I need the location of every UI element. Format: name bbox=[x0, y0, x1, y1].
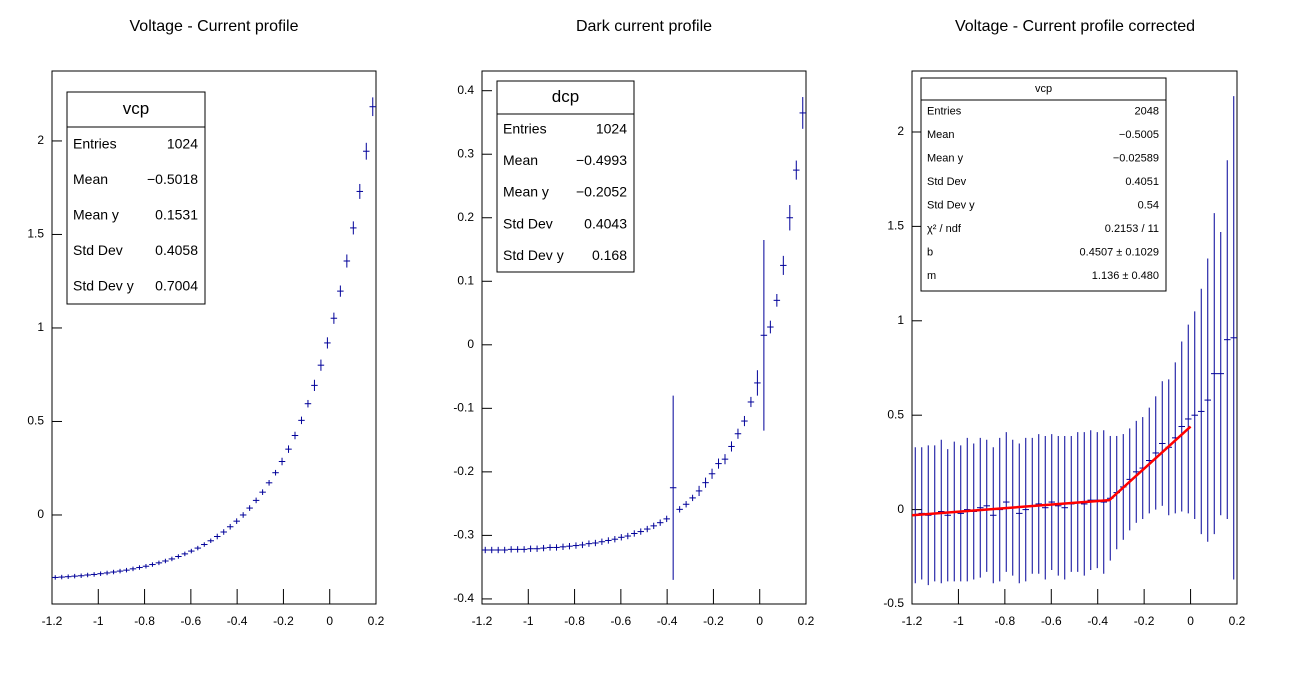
stats-value: −0.4993 bbox=[576, 152, 627, 168]
stats-label: Mean y bbox=[73, 206, 119, 222]
y-tick-label: 0 bbox=[467, 337, 474, 351]
x-tick-label: -1 bbox=[953, 614, 964, 628]
stats-label: Entries bbox=[73, 135, 117, 151]
stats-label: Std Dev bbox=[503, 215, 553, 231]
stats-value: −0.02589 bbox=[1113, 153, 1159, 165]
stats-value: 1024 bbox=[167, 135, 198, 151]
y-tick-label: 1 bbox=[897, 313, 904, 327]
stats-label: Std Dev y bbox=[73, 277, 134, 293]
stats-label: Std Dev y bbox=[927, 200, 975, 212]
stats-label: b bbox=[927, 247, 933, 259]
y-tick-label: 0.5 bbox=[887, 407, 904, 421]
x-tick-label: -0.6 bbox=[611, 614, 632, 628]
x-tick-label: -0.4 bbox=[657, 614, 678, 628]
stats-value: 2048 bbox=[1135, 106, 1159, 118]
x-tick-label: 0 bbox=[326, 614, 333, 628]
plot-area bbox=[482, 97, 806, 580]
chart-title: Voltage - Current profile bbox=[130, 18, 299, 35]
stats-label: m bbox=[927, 270, 936, 282]
y-tick-label: 1.5 bbox=[887, 219, 904, 233]
stats-value: 0.4058 bbox=[155, 242, 198, 258]
stats-title: vcp bbox=[123, 99, 149, 118]
fit-line bbox=[912, 425, 1192, 517]
x-tick-label: -0.8 bbox=[564, 614, 585, 628]
stats-title: dcp bbox=[552, 87, 579, 106]
stats-label: Std Dev bbox=[927, 176, 967, 188]
stats-label: Mean bbox=[927, 129, 955, 141]
y-tick-label: 0.3 bbox=[457, 146, 474, 160]
stats-value: −0.5018 bbox=[147, 171, 198, 187]
chart-title: Dark current profile bbox=[576, 18, 712, 35]
stats-value: 0.54 bbox=[1138, 200, 1159, 212]
stats-label: Entries bbox=[927, 106, 962, 118]
plot-area bbox=[912, 96, 1237, 586]
y-tick-label: 2 bbox=[37, 133, 44, 147]
stats-title: vcp bbox=[1035, 83, 1052, 95]
stats-value: 0.2153 / 11 bbox=[1105, 223, 1159, 235]
stats-label: Mean bbox=[73, 171, 108, 187]
x-tick-label: -1 bbox=[93, 614, 104, 628]
stats-box bbox=[496, 80, 635, 273]
stats-value: 0.4507 ± 0.1029 bbox=[1080, 247, 1159, 259]
x-tick-label: -0.4 bbox=[1087, 614, 1108, 628]
x-tick-label: -0.8 bbox=[134, 614, 155, 628]
y-tick-label: 0.2 bbox=[457, 210, 474, 224]
y-tick-label: -0.4 bbox=[453, 591, 474, 605]
plot-area bbox=[52, 97, 376, 580]
x-tick-label: -0.4 bbox=[227, 614, 248, 628]
x-tick-label: -0.2 bbox=[273, 614, 294, 628]
y-tick-label: 2 bbox=[897, 124, 904, 138]
y-tick-label: -0.2 bbox=[453, 464, 474, 478]
x-tick-label: -1.2 bbox=[42, 614, 63, 628]
stats-label: Std Dev y bbox=[503, 247, 564, 263]
x-tick-label: 0.2 bbox=[798, 614, 815, 628]
x-tick-label: 0.2 bbox=[1229, 614, 1246, 628]
stats-value: −0.5005 bbox=[1119, 129, 1159, 141]
x-tick-label: 0.2 bbox=[368, 614, 385, 628]
stats-value: 1.136 ± 0.480 bbox=[1092, 270, 1159, 282]
stats-value: 1024 bbox=[596, 121, 627, 137]
stats-box bbox=[920, 77, 1167, 292]
y-tick-label: 0.4 bbox=[457, 83, 474, 97]
stats-label: Entries bbox=[503, 121, 547, 137]
stats-value: −0.2052 bbox=[576, 184, 627, 200]
y-tick-label: -0.3 bbox=[453, 528, 474, 542]
x-tick-label: -1.2 bbox=[902, 614, 923, 628]
y-tick-label: 0.5 bbox=[27, 414, 44, 428]
y-tick-label: 0.1 bbox=[457, 273, 474, 287]
stats-value: 0.4043 bbox=[584, 215, 627, 231]
x-tick-label: 0 bbox=[1187, 614, 1194, 628]
stats-box bbox=[66, 91, 206, 305]
y-tick-label: 0 bbox=[37, 507, 44, 521]
chart-title: Voltage - Current profile corrected bbox=[955, 18, 1195, 35]
x-tick-label: 0 bbox=[756, 614, 763, 628]
y-tick-label: 1 bbox=[37, 320, 44, 334]
x-tick-label: -1 bbox=[523, 614, 534, 628]
x-tick-label: -0.2 bbox=[703, 614, 724, 628]
plot-frame bbox=[51, 70, 377, 605]
stats-value: 0.1531 bbox=[155, 206, 198, 222]
y-tick-label: 1.5 bbox=[27, 227, 44, 241]
x-tick-label: -0.8 bbox=[995, 614, 1016, 628]
stats-label: Mean y bbox=[503, 184, 549, 200]
stats-value: 0.7004 bbox=[155, 277, 198, 293]
stats-label: Std Dev bbox=[73, 242, 123, 258]
x-tick-label: -1.2 bbox=[472, 614, 493, 628]
stats-value: 0.4051 bbox=[1125, 176, 1159, 188]
stats-label: χ² / ndf bbox=[927, 223, 962, 235]
x-tick-label: -0.2 bbox=[1134, 614, 1155, 628]
y-tick-label: -0.1 bbox=[453, 401, 474, 415]
plot-frame bbox=[481, 70, 807, 605]
stats-value: 0.168 bbox=[592, 247, 627, 263]
stats-label: Mean bbox=[503, 152, 538, 168]
x-tick-label: -0.6 bbox=[181, 614, 202, 628]
stats-label: Mean y bbox=[927, 153, 964, 165]
y-tick-label: 0 bbox=[897, 502, 904, 516]
x-tick-label: -0.6 bbox=[1041, 614, 1062, 628]
y-tick-label: -0.5 bbox=[883, 596, 904, 610]
